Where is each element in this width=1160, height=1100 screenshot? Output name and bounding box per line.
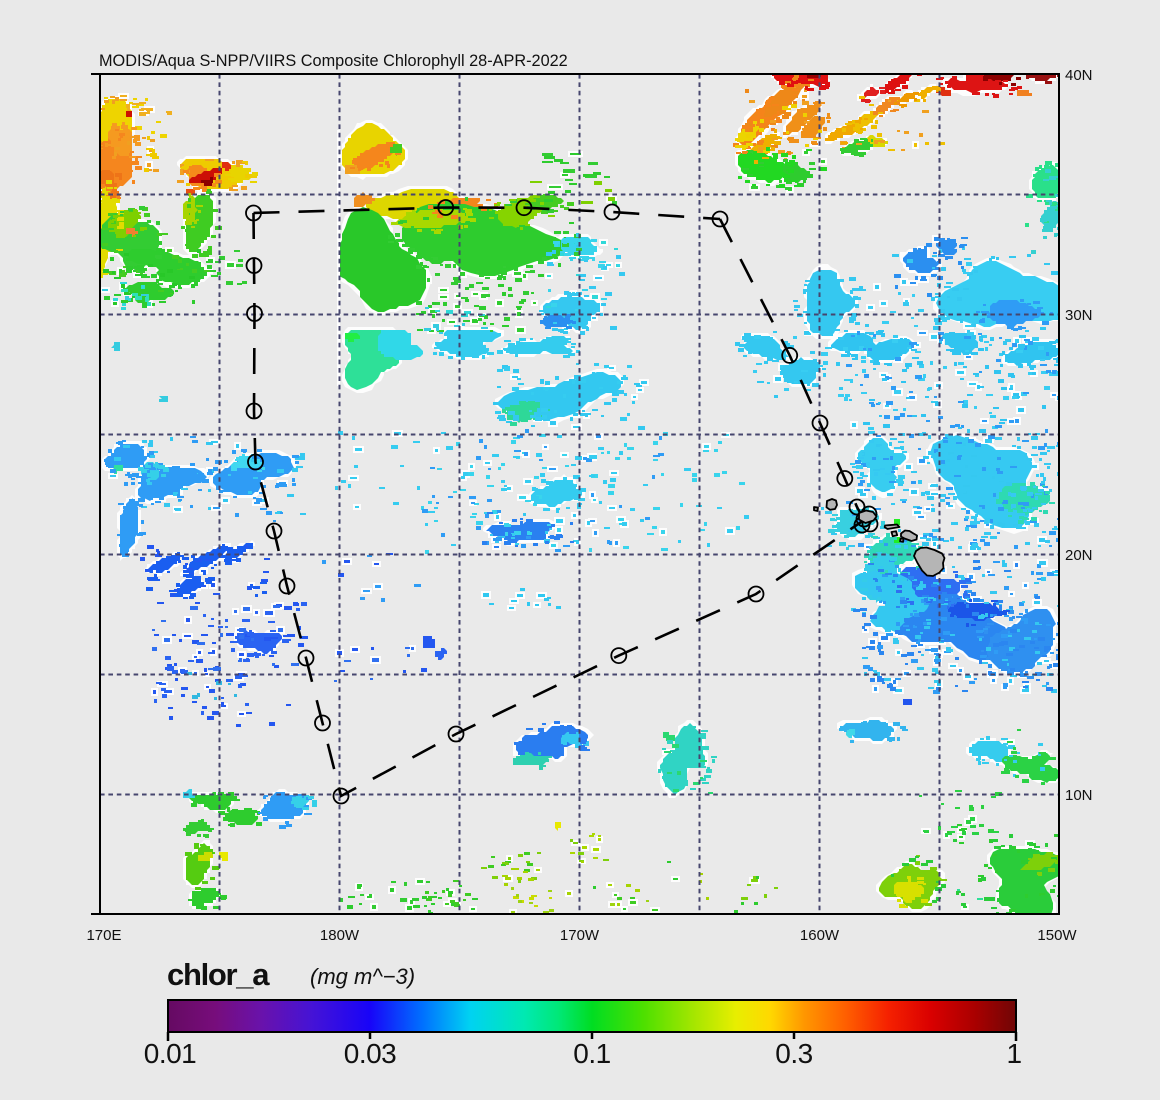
svg-text:150W: 150W <box>1037 927 1077 944</box>
svg-text:0.03: 0.03 <box>344 1038 397 1069</box>
svg-text:0.3: 0.3 <box>775 1038 812 1069</box>
svg-text:20N: 20N <box>1065 547 1093 564</box>
svg-text:0.01: 0.01 <box>144 1038 197 1069</box>
svg-text:180W: 180W <box>320 927 360 944</box>
svg-text:170W: 170W <box>560 927 600 944</box>
svg-text:chlor_a: chlor_a <box>167 957 270 992</box>
svg-text:MODIS/Aqua S-NPP/VIIRS Composi: MODIS/Aqua S-NPP/VIIRS Composite Chlorop… <box>99 52 568 70</box>
svg-text:40N: 40N <box>1065 67 1093 84</box>
svg-text:10N: 10N <box>1065 787 1093 804</box>
svg-text:0.1: 0.1 <box>573 1038 610 1069</box>
svg-text:160W: 160W <box>800 927 840 944</box>
svg-text:30N: 30N <box>1065 307 1093 324</box>
svg-text:170E: 170E <box>86 927 121 944</box>
svg-text:1: 1 <box>1006 1038 1021 1069</box>
svg-text:(mg m^−3): (mg m^−3) <box>310 964 415 989</box>
